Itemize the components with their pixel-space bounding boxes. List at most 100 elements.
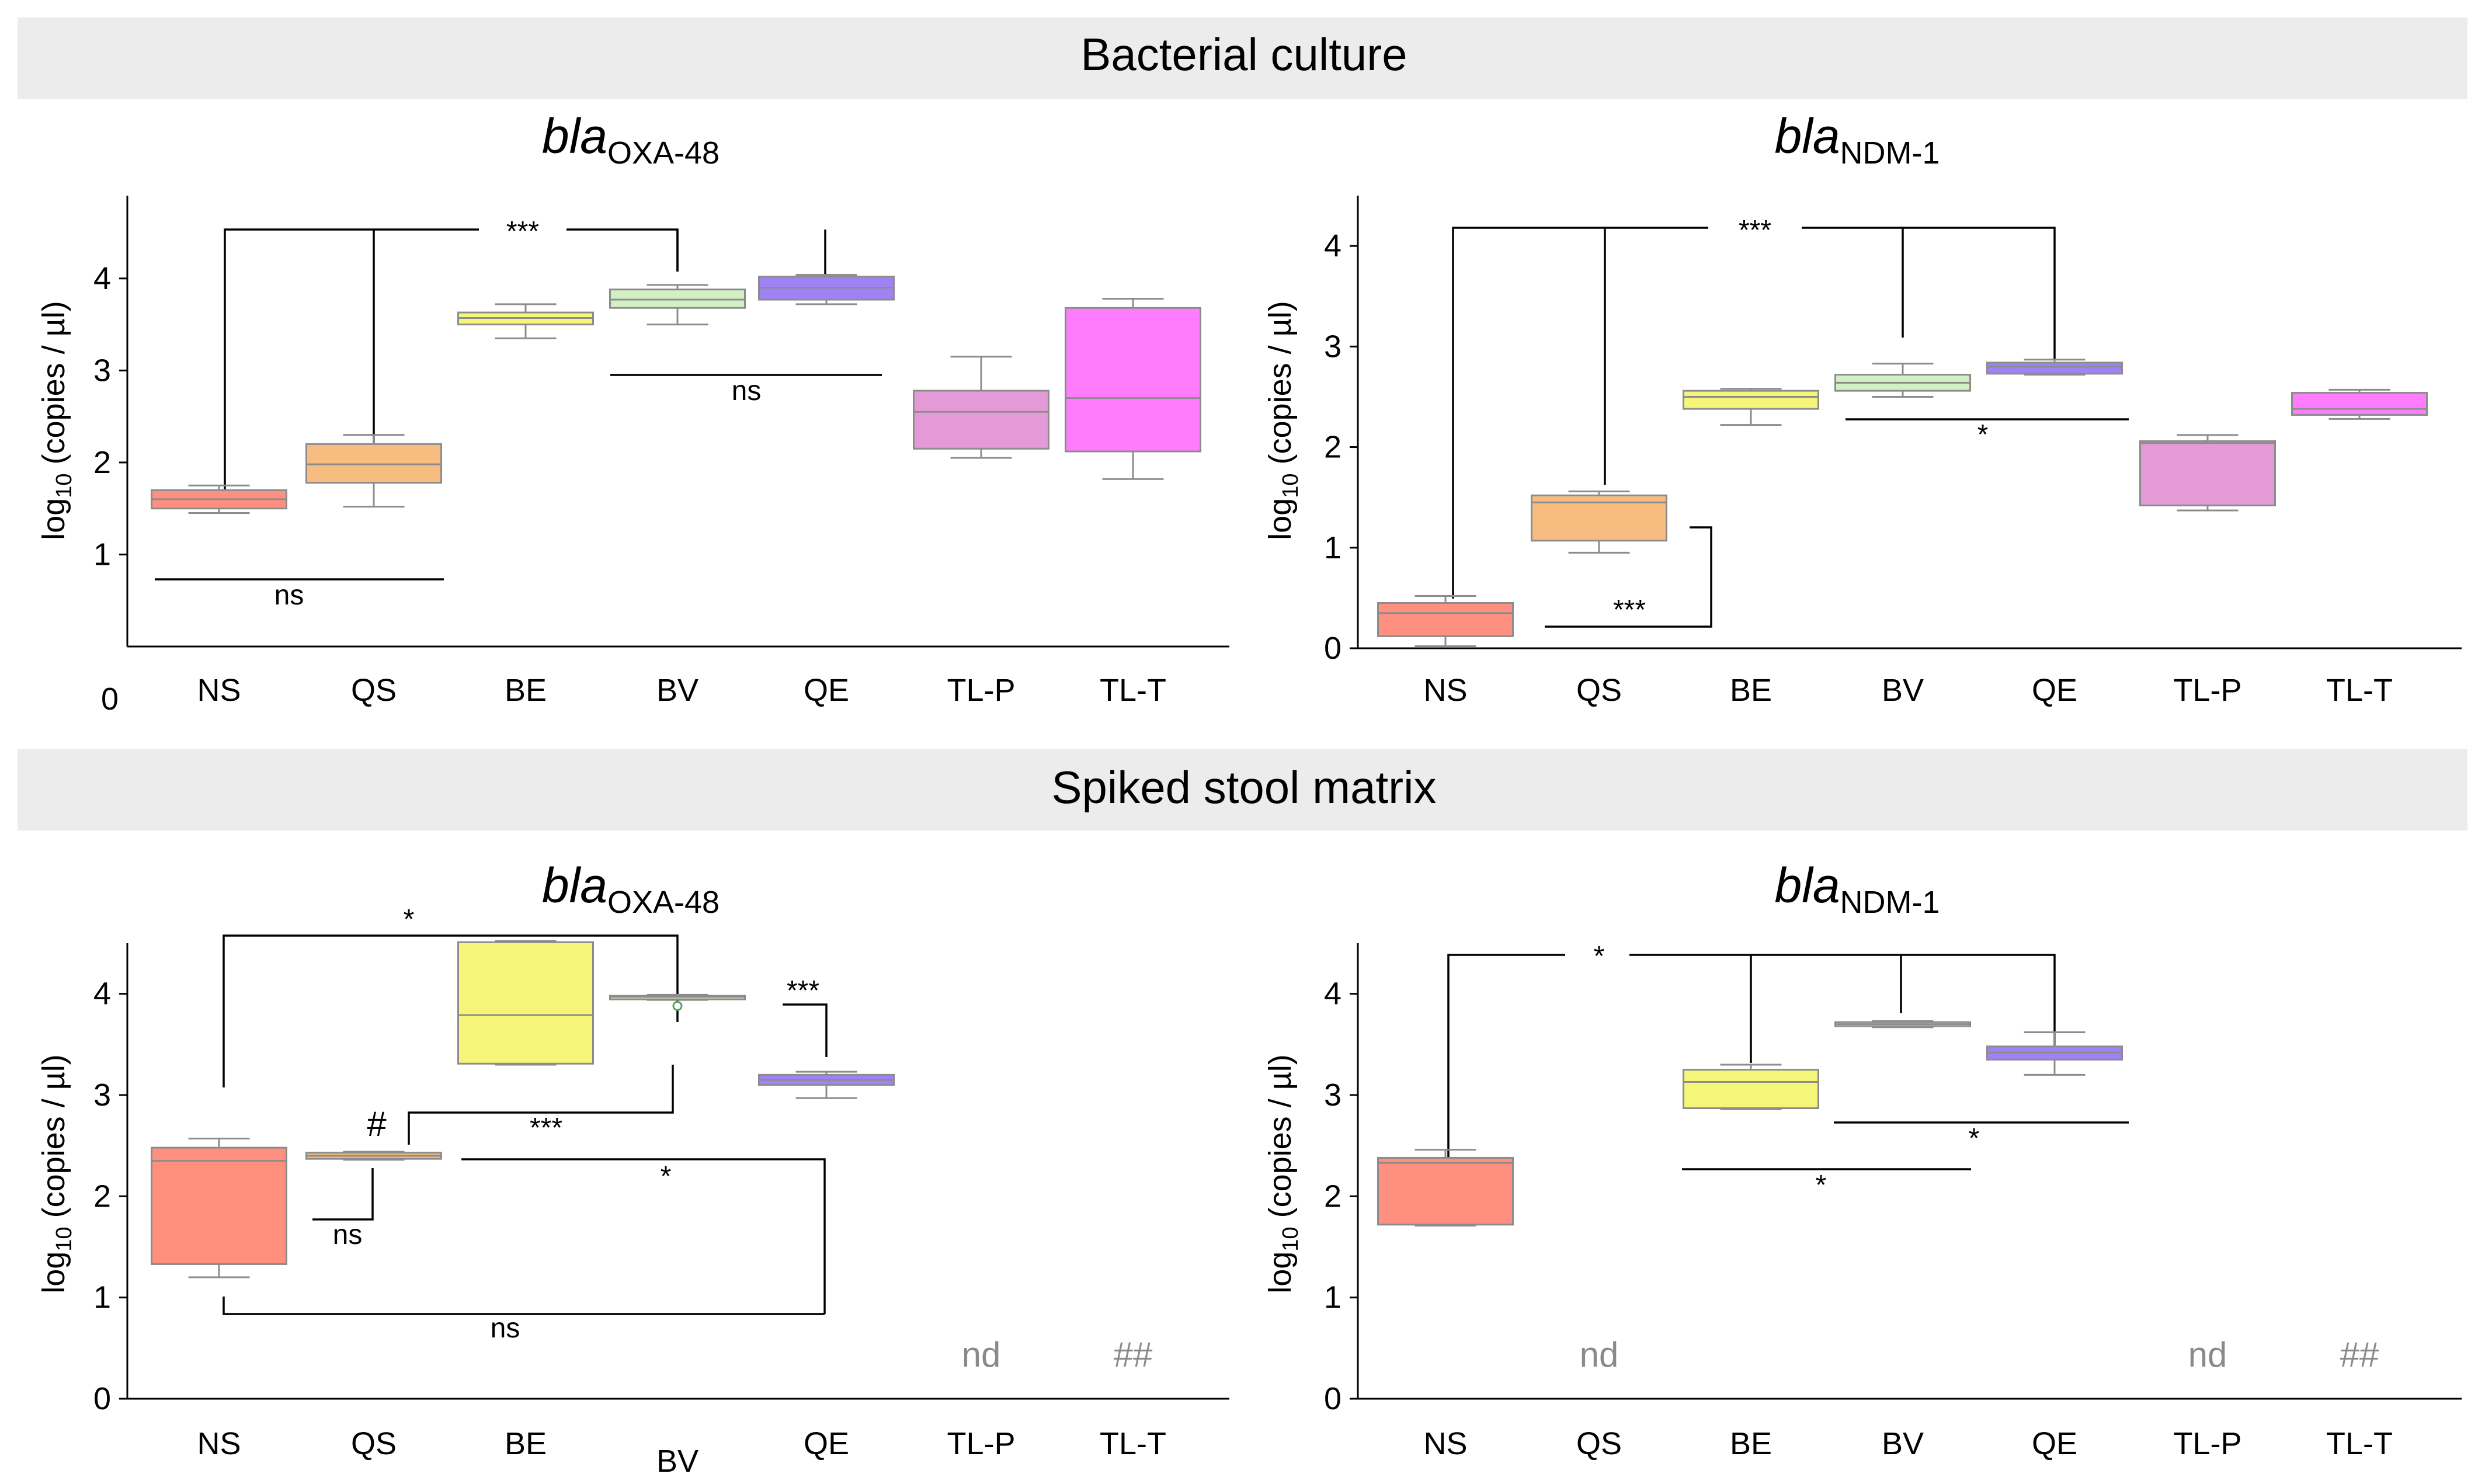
y-tick-label: 2 — [1324, 1179, 1341, 1214]
svg-text:*: * — [1977, 419, 1989, 450]
box-qs — [305, 1151, 442, 1161]
x-tick-label: QE — [2032, 673, 2077, 708]
box-qe — [1986, 1031, 2123, 1076]
chart-bacterial-ndm1: blaNDM-1 log10 (copies / µl) *** * *** 0… — [1263, 109, 2462, 708]
y-tick-label: 3 — [1324, 329, 1341, 364]
not-detected-label: nd — [962, 1335, 1001, 1374]
x-tick-label: TL-T — [1100, 673, 1166, 708]
x-tick-label: TL-P — [2173, 1426, 2241, 1461]
x-tick-label: TL-P — [947, 1426, 1015, 1461]
box-qe — [758, 273, 895, 305]
x-tick-label: QS — [1576, 1426, 1622, 1461]
svg-text:*: * — [661, 1161, 672, 1192]
box-body — [457, 941, 594, 1065]
box-ns — [151, 484, 287, 515]
box-body — [151, 1146, 287, 1265]
box-be — [457, 940, 594, 1066]
sig-label-top: *** — [506, 216, 539, 247]
y-tick-label: 0 — [93, 1381, 111, 1416]
chart-title: blaOXA-48 — [542, 109, 720, 171]
x-tick-label: NS — [1423, 673, 1467, 708]
y-axis-label: log10 (copies / µl) — [1263, 1054, 1303, 1294]
x-tick-label: QE — [2032, 1426, 2077, 1461]
x-tick-label: NS — [1423, 1426, 1467, 1461]
y-tick-label: 3 — [93, 353, 111, 388]
svg-text:***: *** — [787, 975, 819, 1006]
sig-label-ns-be-qe: ns — [732, 376, 762, 406]
svg-text:*: * — [1594, 941, 1605, 972]
y-tick-label: 0 — [1324, 631, 1341, 666]
y-tick-label: 1 — [1324, 1280, 1341, 1315]
box-body — [1377, 1156, 1514, 1226]
x-tick-label: BV — [656, 673, 698, 708]
box-be — [1683, 1064, 1819, 1110]
significance-brackets: * * * — [1447, 941, 2129, 1201]
x-tick-label: BV — [1882, 1426, 1924, 1461]
x-tick-label: NS — [197, 1426, 241, 1461]
box-bv — [609, 284, 746, 326]
significance-brackets: *** ns ns — [155, 216, 882, 611]
y-axis-label: log10 (copies / µl) — [1263, 301, 1303, 540]
significance-brackets: *** * *** — [1452, 215, 2129, 628]
x-tick-label: QS — [1576, 673, 1622, 708]
box-body — [305, 443, 442, 484]
x-tick-label: BE — [505, 673, 547, 708]
chart-title: blaOXA-48 — [542, 858, 720, 920]
box-body — [1683, 1069, 1819, 1110]
box-ns — [1377, 595, 1514, 648]
chart-title: blaNDM-1 — [1774, 109, 1940, 171]
title-subscript: OXA-48 — [607, 135, 720, 171]
x-tick-label: BE — [1730, 673, 1772, 708]
box-bv — [1834, 1020, 1971, 1028]
box-ns — [151, 1138, 287, 1278]
box-body — [2139, 440, 2276, 506]
y-tick-label: 1 — [1324, 530, 1341, 565]
box-body — [2291, 392, 2428, 416]
y-tick-label: 1 — [93, 537, 111, 572]
significance-brackets: * # *** *** * ns ns — [223, 904, 828, 1344]
y-zero-label: 0 — [101, 682, 119, 717]
x-tick-label: NS — [197, 673, 241, 708]
box-body — [1377, 602, 1514, 637]
box-qs — [305, 434, 442, 508]
box-qe — [758, 1071, 895, 1099]
y-tick-label: 3 — [93, 1078, 111, 1113]
not-detected-label: nd — [2188, 1335, 2227, 1374]
svg-text:ns: ns — [333, 1219, 363, 1250]
box-body — [1683, 390, 1819, 410]
title-italic: bla — [542, 109, 607, 164]
chart-title: blaNDM-1 — [1774, 858, 1940, 920]
x-tick-label: QE — [804, 1426, 849, 1461]
y-tick-label: 4 — [93, 261, 111, 296]
box-body — [1986, 362, 2123, 375]
chart-bacterial-oxa48: blaOXA-48 log10 (copies / µl) 0 *** ns n… — [36, 109, 1229, 717]
y-tick-label: 2 — [93, 1179, 111, 1214]
section-title-bacterial: Bacterial culture — [1080, 29, 1407, 80]
x-tick-label: BE — [505, 1426, 547, 1461]
y-tick-label: 1 — [93, 1280, 111, 1315]
hash-marker: # — [367, 1104, 387, 1144]
box-body — [1065, 307, 1201, 453]
x-tick-label: BE — [1730, 1426, 1772, 1461]
svg-text:***: *** — [1613, 595, 1646, 625]
box-qs — [1531, 490, 1667, 554]
y-tick-label: 4 — [93, 976, 111, 1012]
outlier-point — [672, 1000, 683, 1011]
section-banner-stool — [18, 749, 2467, 830]
y-tick-label: 4 — [1324, 228, 1341, 263]
x-tick-label: TL-T — [2326, 1426, 2393, 1461]
not-detected-label: nd — [1580, 1335, 1619, 1374]
svg-text:*: * — [1816, 1170, 1827, 1201]
box-body — [913, 390, 1049, 450]
chart-stool-oxa48: blaOXA-48 log10 (copies / µl) * # *** **… — [36, 858, 1229, 1479]
box-tl-t — [2291, 388, 2428, 420]
box-qe — [1986, 359, 2123, 376]
x-tick-label: TL-P — [2173, 673, 2241, 708]
box-ns — [1377, 1149, 1514, 1227]
box-be — [457, 303, 594, 339]
y-axis-label: log10 (copies / µl) — [36, 1054, 77, 1294]
y-tick-label: 3 — [1324, 1078, 1341, 1113]
sig-label-ns-qs: ns — [274, 580, 304, 611]
x-tick-label: TL-P — [947, 673, 1015, 708]
box-body — [609, 289, 746, 309]
